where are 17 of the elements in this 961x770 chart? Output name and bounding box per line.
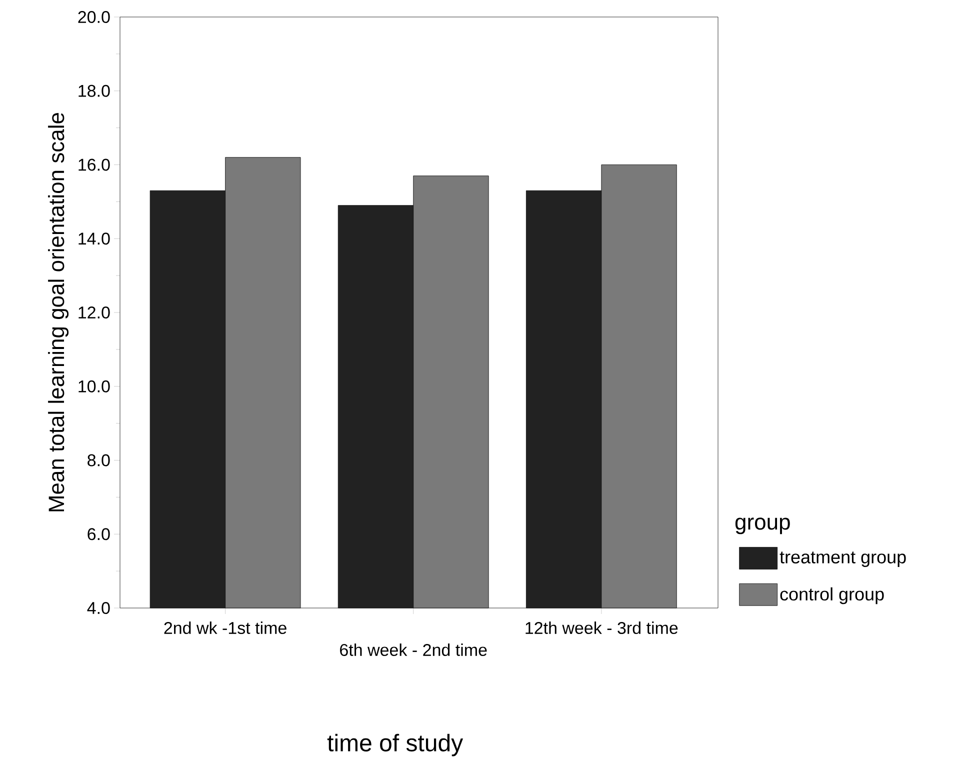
legend-title: group bbox=[735, 518, 790, 534]
y-tick-label: 6.0 bbox=[88, 528, 110, 540]
x-tick-label: 2nd wk -1st time bbox=[164, 622, 286, 634]
y-axis-title: Mean total learning goal orientation scale bbox=[48, 112, 69, 512]
y-tick-label: 20.0 bbox=[78, 10, 110, 24]
y-tick-label: 16.0 bbox=[78, 158, 110, 171]
y-tick-label: 4.0 bbox=[87, 602, 110, 614]
legend-label: treatment group bbox=[780, 552, 906, 568]
y-tick-label: 18.0 bbox=[78, 84, 110, 97]
y-tick-label: 10.0 bbox=[78, 380, 110, 392]
x-axis-title: time of study bbox=[327, 734, 464, 756]
y-tick-label: 12.0 bbox=[78, 306, 110, 319]
legend-label: control group bbox=[780, 587, 884, 604]
x-tick-label: 6th week - 2nd time bbox=[340, 644, 487, 656]
x-tick-label: 12th week - 3rd time bbox=[526, 622, 678, 634]
y-tick-label: 8.0 bbox=[88, 454, 110, 466]
y-tick-label: 14.0 bbox=[78, 232, 110, 245]
